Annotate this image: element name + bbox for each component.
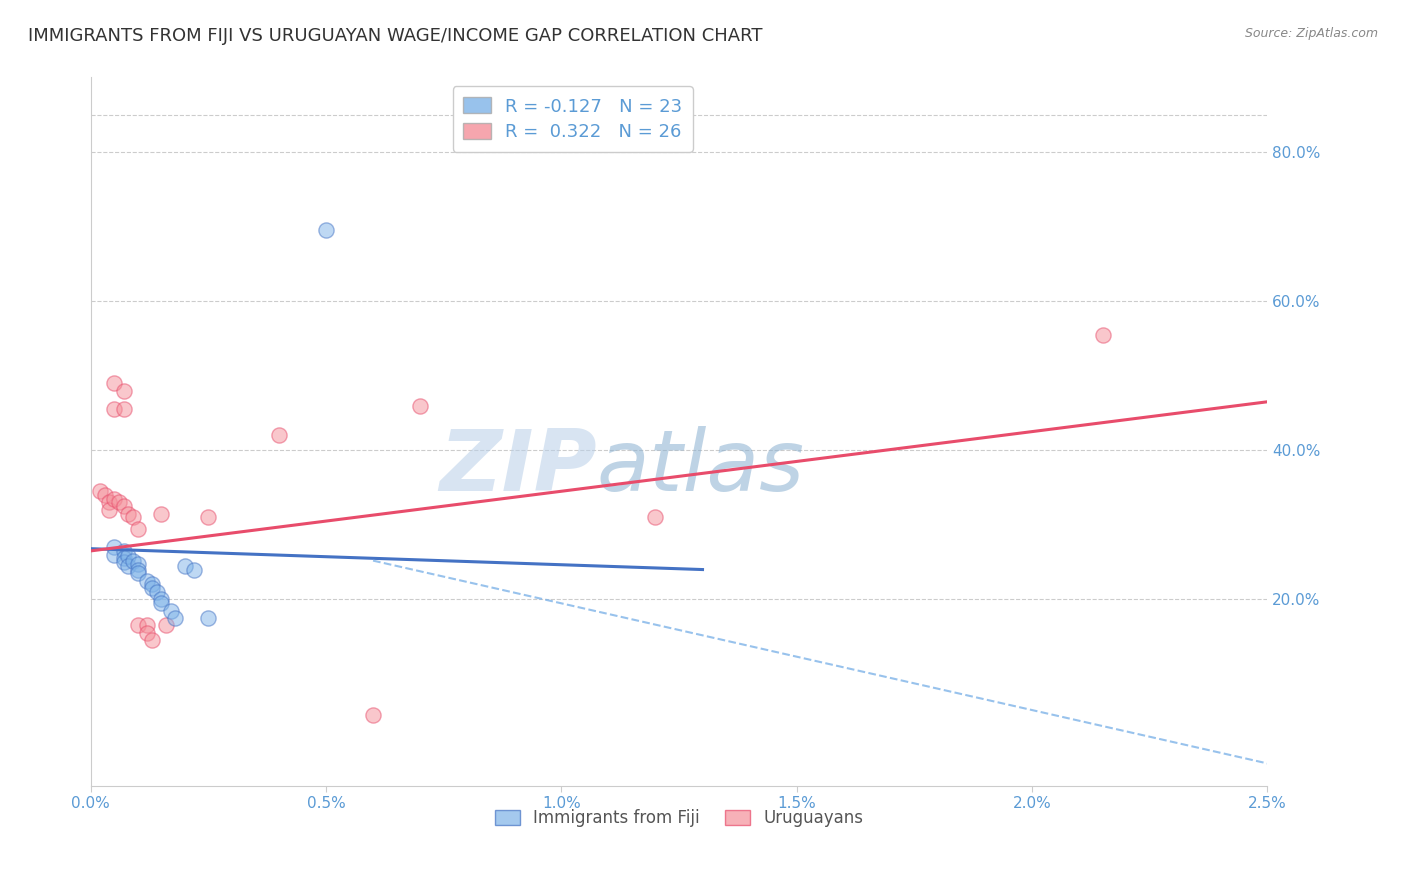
Point xyxy=(150,596,173,610)
Point xyxy=(122,553,145,567)
Point xyxy=(173,558,195,573)
Point xyxy=(165,611,187,625)
Point xyxy=(267,428,290,442)
Point xyxy=(141,577,163,591)
Point xyxy=(136,574,159,588)
Point xyxy=(127,566,149,581)
Point xyxy=(103,376,125,391)
Point xyxy=(155,618,177,632)
Point xyxy=(127,618,149,632)
Point xyxy=(112,544,135,558)
Point xyxy=(127,557,149,571)
Point xyxy=(136,626,159,640)
Point xyxy=(117,507,139,521)
Point xyxy=(197,611,219,625)
Text: atlas: atlas xyxy=(596,425,804,508)
Point xyxy=(112,555,135,569)
Point xyxy=(141,581,163,595)
Point xyxy=(112,402,135,417)
Point xyxy=(103,548,125,562)
Point xyxy=(409,399,432,413)
Legend: Immigrants from Fiji, Uruguayans: Immigrants from Fiji, Uruguayans xyxy=(488,803,870,834)
Point xyxy=(103,491,125,506)
Point xyxy=(112,551,135,566)
Point xyxy=(150,592,173,607)
Point xyxy=(89,484,111,499)
Point xyxy=(127,563,149,577)
Point xyxy=(103,402,125,417)
Point xyxy=(183,563,205,577)
Point xyxy=(98,503,121,517)
Point xyxy=(122,510,145,524)
Point xyxy=(117,549,139,563)
Point xyxy=(1091,327,1114,342)
Point xyxy=(136,618,159,632)
Point xyxy=(315,223,337,237)
Point xyxy=(197,510,219,524)
Point xyxy=(108,495,131,509)
Point xyxy=(117,558,139,573)
Point xyxy=(103,540,125,554)
Point xyxy=(98,495,121,509)
Text: ZIP: ZIP xyxy=(439,425,596,508)
Point xyxy=(150,507,173,521)
Point xyxy=(112,384,135,398)
Point xyxy=(361,708,384,723)
Point xyxy=(112,499,135,513)
Point xyxy=(145,585,167,599)
Point xyxy=(141,633,163,648)
Point xyxy=(93,488,115,502)
Text: IMMIGRANTS FROM FIJI VS URUGUAYAN WAGE/INCOME GAP CORRELATION CHART: IMMIGRANTS FROM FIJI VS URUGUAYAN WAGE/I… xyxy=(28,27,762,45)
Point xyxy=(127,522,149,536)
Text: Source: ZipAtlas.com: Source: ZipAtlas.com xyxy=(1244,27,1378,40)
Point xyxy=(644,510,666,524)
Point xyxy=(159,603,181,617)
